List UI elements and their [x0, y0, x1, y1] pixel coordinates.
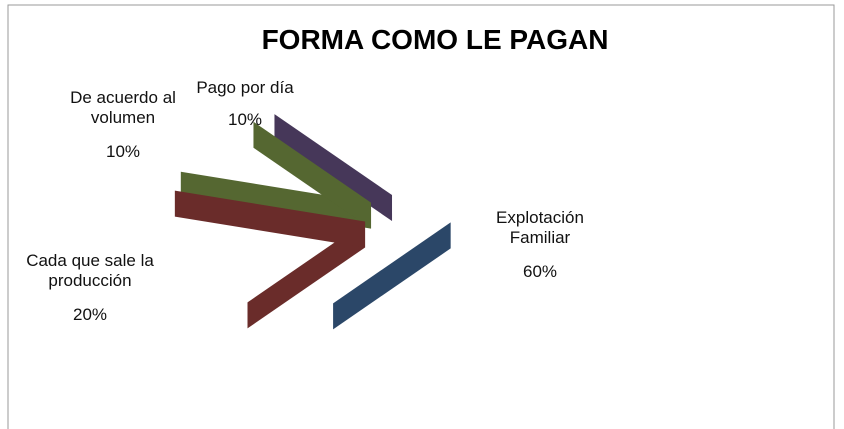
pie-slice [274, 114, 393, 196]
slice-label: Cada que sale la producción [26, 251, 154, 290]
slice-label: Pago por día [196, 78, 294, 97]
slice-wall [165, 247, 248, 303]
slice-side [333, 222, 451, 330]
slice-label: Explotación Familiar [496, 208, 584, 247]
slice-value-label: 20% [72, 305, 108, 324]
slice-side [180, 171, 372, 229]
slice-side [247, 221, 366, 329]
slice-value-label: 10% [105, 142, 141, 161]
slice-side [253, 121, 372, 229]
slice-side [174, 190, 366, 248]
slice-label: De acuerdo al volumen [70, 88, 176, 127]
slice-side [274, 114, 393, 222]
slice-value-label: 60% [522, 262, 558, 281]
frame [7, 4, 835, 429]
chart-title: FORMA COMO LE PAGAN [261, 24, 609, 55]
slice-value-label: 10% [227, 110, 263, 129]
